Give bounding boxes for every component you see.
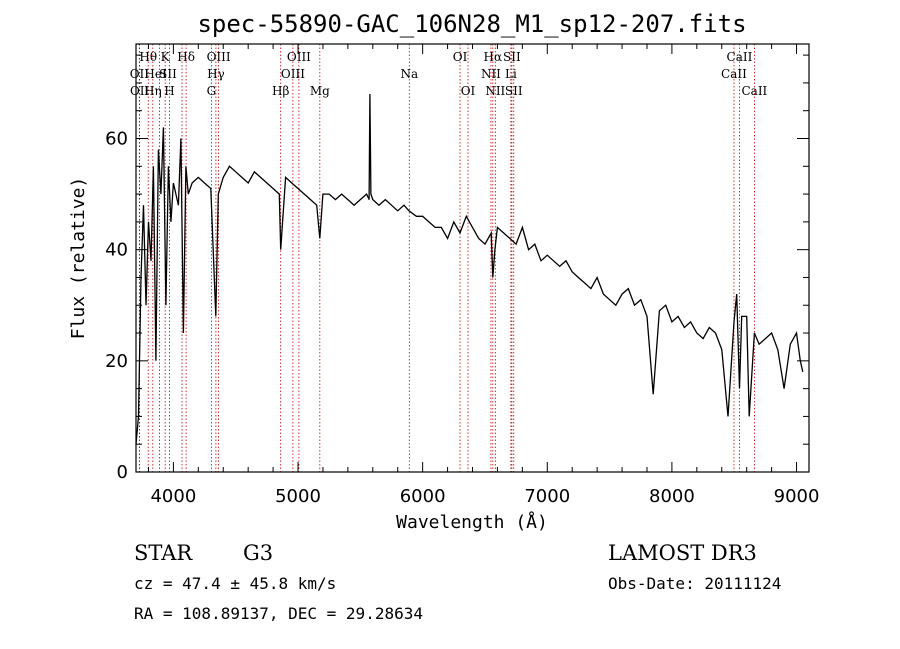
plot-frame [135, 43, 810, 473]
x-tick-label: 5000 [275, 486, 321, 507]
x-axis: 4000 5000 6000 7000 8000 9000 [147, 44, 820, 507]
survey-name: LAMOST DR3 [608, 541, 757, 565]
coordinates-text: RA = 108.89137, DEC = 29.28634 [134, 604, 423, 623]
line-label-21: NII [485, 84, 505, 98]
line-label-4: HeI [144, 67, 167, 81]
y-tick-label: 20 [105, 351, 128, 372]
emission-line-labels: OII OII Hθ Hη HeI K SII H Hδ G OIII Hγ Hβ OIII OIII Mg N… [130, 50, 768, 98]
line-label-9: G [207, 84, 217, 98]
line-label-20: Hα [484, 50, 503, 64]
object-subclass: G3 [243, 541, 273, 565]
y-axis-label: Flux (relative) [68, 177, 89, 340]
emission-line-markers [138, 44, 755, 472]
line-label-5: K [161, 50, 171, 64]
x-tick-label: 7000 [524, 486, 570, 507]
x-tick-label: 4000 [150, 486, 196, 507]
line-label-19: NII [481, 67, 501, 81]
line-label-24: SII [505, 84, 523, 98]
y-tick-label: 40 [105, 240, 128, 261]
line-label-23: Li [505, 67, 517, 81]
y-tick-label: 60 [105, 128, 128, 149]
obs-date-text: Obs-Date: 20111124 [608, 574, 781, 593]
line-label-22: SII [503, 50, 521, 64]
x-tick-label: 9000 [774, 486, 820, 507]
line-label-25: CaII [721, 67, 747, 81]
line-label-27: CaII [741, 84, 767, 98]
line-label-16: Na [400, 67, 418, 81]
object-class: STAR [134, 541, 193, 565]
line-label-15: Mg [310, 84, 330, 98]
line-label-1: OII [130, 84, 150, 98]
line-label-2: Hθ [139, 50, 157, 64]
line-label-12: Hβ [272, 84, 289, 98]
y-tick-label: 0 [117, 462, 128, 483]
line-label-18: OI [461, 84, 476, 98]
line-label-3: Hη [144, 84, 162, 98]
line-label-0: OII [130, 67, 150, 81]
redshift-text: cz = 47.4 ± 45.8 km/s [134, 574, 336, 593]
line-label-10: OIII [207, 50, 231, 64]
x-axis-label: Wavelength (Å) [396, 511, 548, 533]
line-label-11: Hγ [207, 67, 225, 81]
line-label-7: H [164, 84, 174, 98]
line-label-13: OIII [281, 67, 305, 81]
line-label-14: OIII [287, 50, 311, 64]
line-label-26: CaII [727, 50, 753, 64]
x-tick-label: 6000 [400, 486, 446, 507]
chart-title: spec-55890-GAC_106N28_M1_sp12-207.fits [197, 10, 746, 38]
line-label-8: Hδ [177, 50, 195, 64]
y-axis: 0 20 40 60 [105, 54, 809, 483]
line-label-17: OI [453, 50, 468, 64]
line-label-6: SII [159, 67, 177, 81]
spectrum-series-line [135, 93, 804, 445]
x-tick-label: 8000 [649, 486, 695, 507]
